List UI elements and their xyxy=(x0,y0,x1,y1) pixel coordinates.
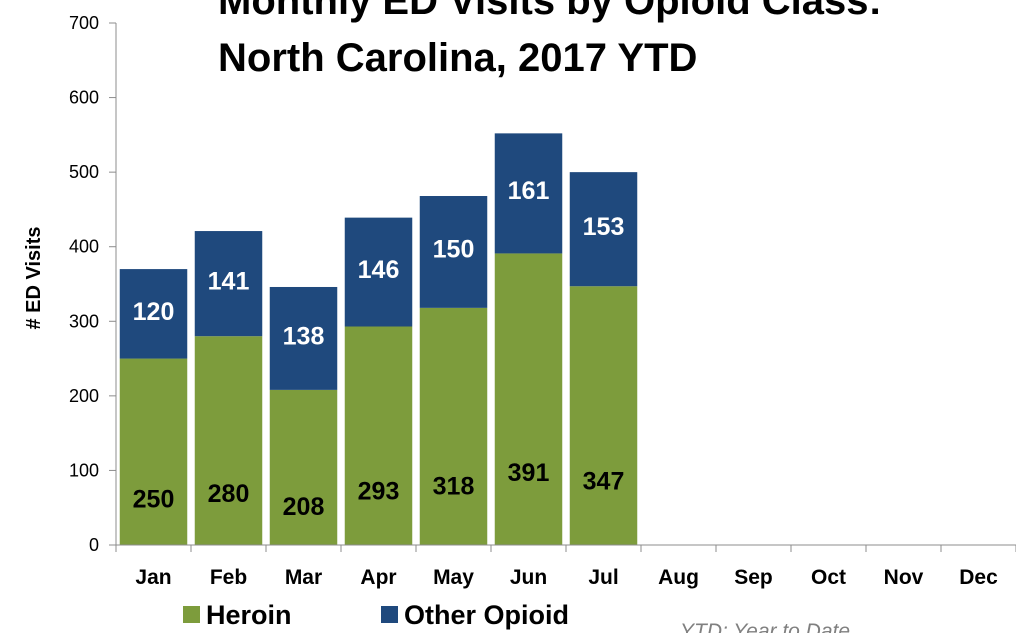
x-tick-label: Jul xyxy=(588,566,618,589)
y-tick-label: 100 xyxy=(69,460,99,480)
bar-segment xyxy=(569,286,638,545)
data-label: 280 xyxy=(208,480,250,508)
data-label: 391 xyxy=(508,459,550,487)
x-tick-label: Sep xyxy=(734,566,773,589)
data-label: 318 xyxy=(433,473,475,501)
data-label: 141 xyxy=(208,267,250,295)
x-tick-label: Jun xyxy=(510,566,547,589)
data-label: 138 xyxy=(283,322,325,350)
legend-swatch xyxy=(381,606,398,623)
chart-subtitle: North Carolina, 2017 YTD xyxy=(218,36,697,80)
bar-segment xyxy=(194,336,263,545)
data-label: 250 xyxy=(133,485,175,513)
data-label: 208 xyxy=(283,493,325,521)
y-tick-label: 200 xyxy=(69,386,99,406)
y-axis-label: # ED Visits xyxy=(23,226,45,329)
data-label: 150 xyxy=(433,236,475,264)
chart-title: Monthly ED Visits by Opioid Class: xyxy=(218,0,882,23)
bar-segment xyxy=(494,253,563,545)
x-tick-label: Aug xyxy=(658,566,699,589)
x-tick-label: Dec xyxy=(959,566,998,589)
y-tick-label: 300 xyxy=(69,311,99,331)
bar-segment xyxy=(119,358,188,545)
legend-swatch xyxy=(183,606,200,623)
bar-segment xyxy=(344,217,413,327)
bar-segment xyxy=(494,133,563,254)
x-tick-label: Feb xyxy=(210,566,247,589)
x-axis: Jan Feb Mar Apr May Jun Jul Aug Sep Oct Nov Dec xyxy=(115,544,1016,589)
y-tick-label: 500 xyxy=(69,162,99,182)
legend-label: Heroin xyxy=(206,600,292,630)
data-label: 161 xyxy=(508,177,550,205)
y-tick-label: 400 xyxy=(69,237,99,257)
bar-segment xyxy=(119,269,188,359)
y-tick-label: 0 xyxy=(89,535,99,555)
x-tick-label: Nov xyxy=(884,566,924,589)
data-label: 347 xyxy=(583,467,625,495)
y-tick-label: 600 xyxy=(69,88,99,108)
bar-segment xyxy=(569,172,638,287)
x-tick-label: Oct xyxy=(811,566,846,589)
x-tick-label: Jan xyxy=(135,566,171,589)
bar-segment xyxy=(419,196,488,308)
bar-segment xyxy=(194,231,263,337)
bar-segment xyxy=(269,286,338,390)
bars: 250 120 280 141 208 138 293 146 318 150 391 161 347 1… xyxy=(119,133,638,545)
legend-label: Other Opioid xyxy=(404,600,569,630)
x-tick-label: May xyxy=(433,566,474,589)
x-tick-label: Mar xyxy=(285,566,322,589)
data-label: 120 xyxy=(133,298,175,326)
data-label: 153 xyxy=(583,213,625,241)
ytd-note: YTD: Year to Date xyxy=(680,620,850,633)
x-tick-label: Apr xyxy=(360,566,396,589)
bar-segment xyxy=(269,389,338,545)
y-axis: 0 100 200 300 400 500 600 700 xyxy=(69,13,117,555)
y-tick-label: 700 xyxy=(69,13,99,33)
bar-segment xyxy=(419,307,488,545)
bar-segment xyxy=(344,326,413,545)
legend: Heroin Other Opioid xyxy=(183,600,569,630)
data-label: 293 xyxy=(358,477,400,505)
data-label: 146 xyxy=(358,256,400,284)
